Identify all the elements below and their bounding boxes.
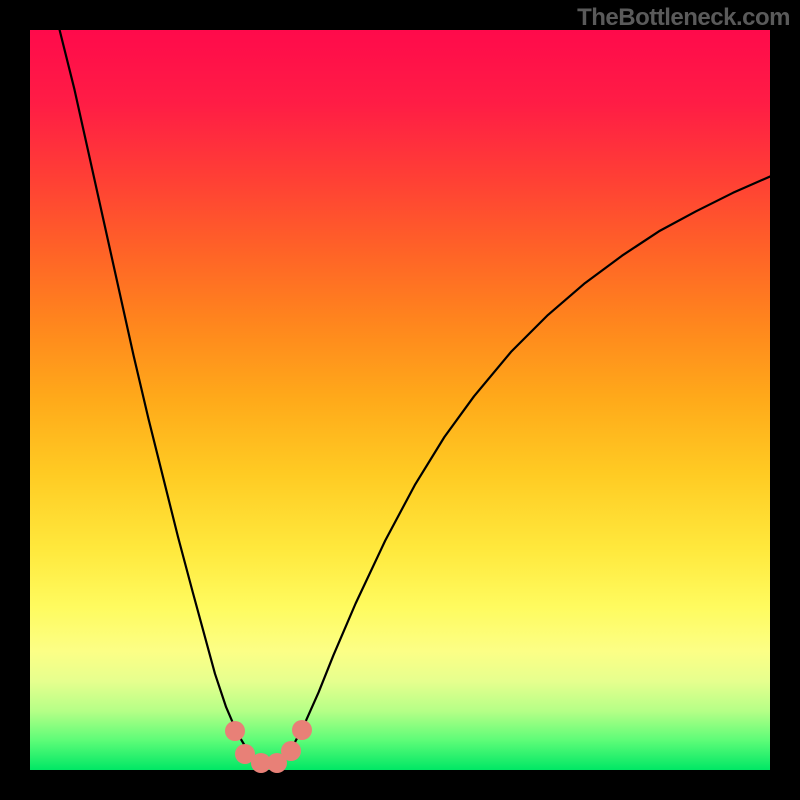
data-marker: [292, 720, 312, 740]
plot-area: [30, 30, 770, 770]
watermark-text: TheBottleneck.com: [577, 4, 790, 32]
markers-layer: [30, 30, 770, 770]
data-marker: [225, 721, 245, 741]
chart-container: TheBottleneck.com: [0, 0, 800, 800]
data-marker: [281, 741, 301, 761]
